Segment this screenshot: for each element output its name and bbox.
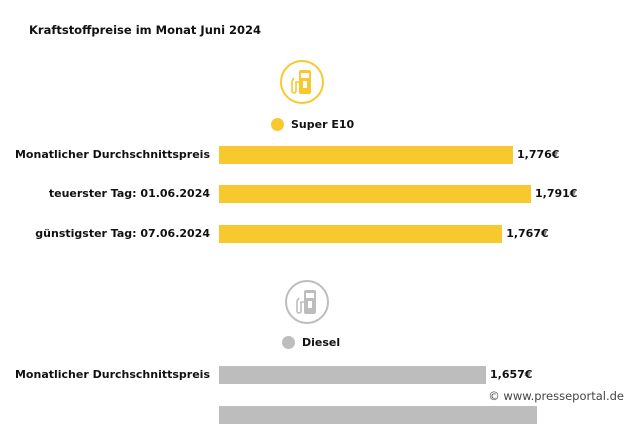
value-label: 1,657€ — [490, 368, 533, 381]
bar-row: günstigster Tag: 07.06.2024 1,767€ — [0, 225, 630, 243]
value-label: 1,767€ — [506, 227, 549, 240]
chart-title: Kraftstoffpreise im Monat Juni 2024 — [29, 23, 262, 37]
bar — [219, 366, 486, 384]
category-label: Monatlicher Durchschnittspreis — [14, 148, 210, 161]
legend-swatch — [282, 336, 295, 349]
fuel-pump-icon — [280, 60, 324, 104]
value-label: 1,791€ — [535, 187, 578, 200]
category-label: Monatlicher Durchschnittspreis — [14, 368, 210, 381]
legend-label: Diesel — [302, 336, 341, 349]
bar-cut-off — [219, 406, 537, 424]
bar-row: teuerster Tag: 01.06.2024 1,791€ — [0, 185, 630, 203]
bar-row: Monatlicher Durchschnittspreis 1,776€ — [0, 146, 630, 164]
legend-super-e10: Super E10 — [271, 118, 354, 131]
bar — [219, 225, 503, 243]
watermark: © www.presseportal.de — [486, 389, 626, 403]
legend-swatch — [271, 118, 284, 131]
legend-diesel: Diesel — [282, 336, 340, 349]
bar — [219, 146, 513, 164]
legend-label: Super E10 — [291, 118, 355, 131]
category-label: günstigster Tag: 07.06.2024 — [35, 227, 210, 240]
value-label: 1,776€ — [517, 148, 560, 161]
fuel-pump-icon — [285, 280, 329, 324]
bar — [219, 185, 531, 203]
category-label: teuerster Tag: 01.06.2024 — [48, 187, 210, 200]
bar-row: Monatlicher Durchschnittspreis 1,657€ — [0, 366, 630, 384]
